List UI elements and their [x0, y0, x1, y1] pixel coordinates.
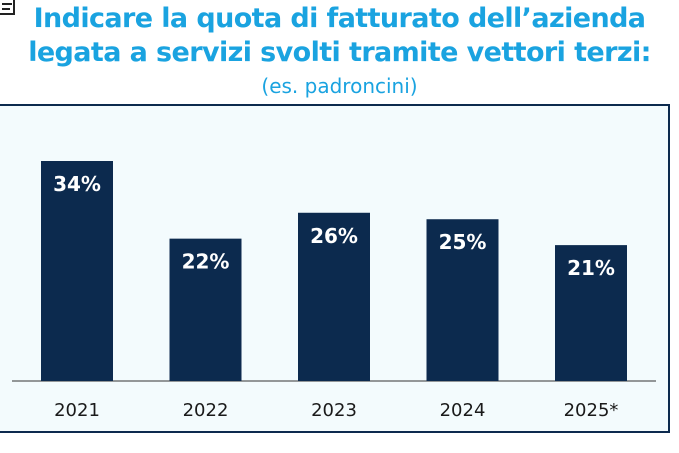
chart-title: Indicare la quota di fatturato dell’azie…: [0, 2, 679, 70]
bar-2025*: [555, 245, 627, 381]
category-label-2025*: 2025*: [564, 400, 619, 421]
value-label-2024: 25%: [439, 230, 487, 254]
value-label-2023: 26%: [310, 224, 358, 248]
value-label-2022: 22%: [182, 250, 230, 274]
bar-2021: [41, 161, 113, 381]
category-label-2023: 2023: [311, 400, 357, 421]
chart-subtitle: (es. padroncini): [261, 74, 418, 98]
chart-title-line-2: legata a servizi svolti tramite vettori …: [28, 37, 651, 68]
bar-2023: [298, 212, 370, 381]
value-label-2021: 34%: [53, 172, 101, 196]
category-label-2024: 2024: [440, 400, 486, 421]
chart-title-line-1: Indicare la quota di fatturato dell’azie…: [33, 3, 646, 34]
bar-2022: [169, 238, 242, 381]
category-label-2021: 2021: [54, 400, 100, 421]
bar-2024: [426, 219, 499, 381]
document-corner-icon: [0, 0, 15, 15]
value-label-2025*: 21%: [567, 256, 615, 280]
category-label-2022: 2022: [183, 400, 229, 421]
